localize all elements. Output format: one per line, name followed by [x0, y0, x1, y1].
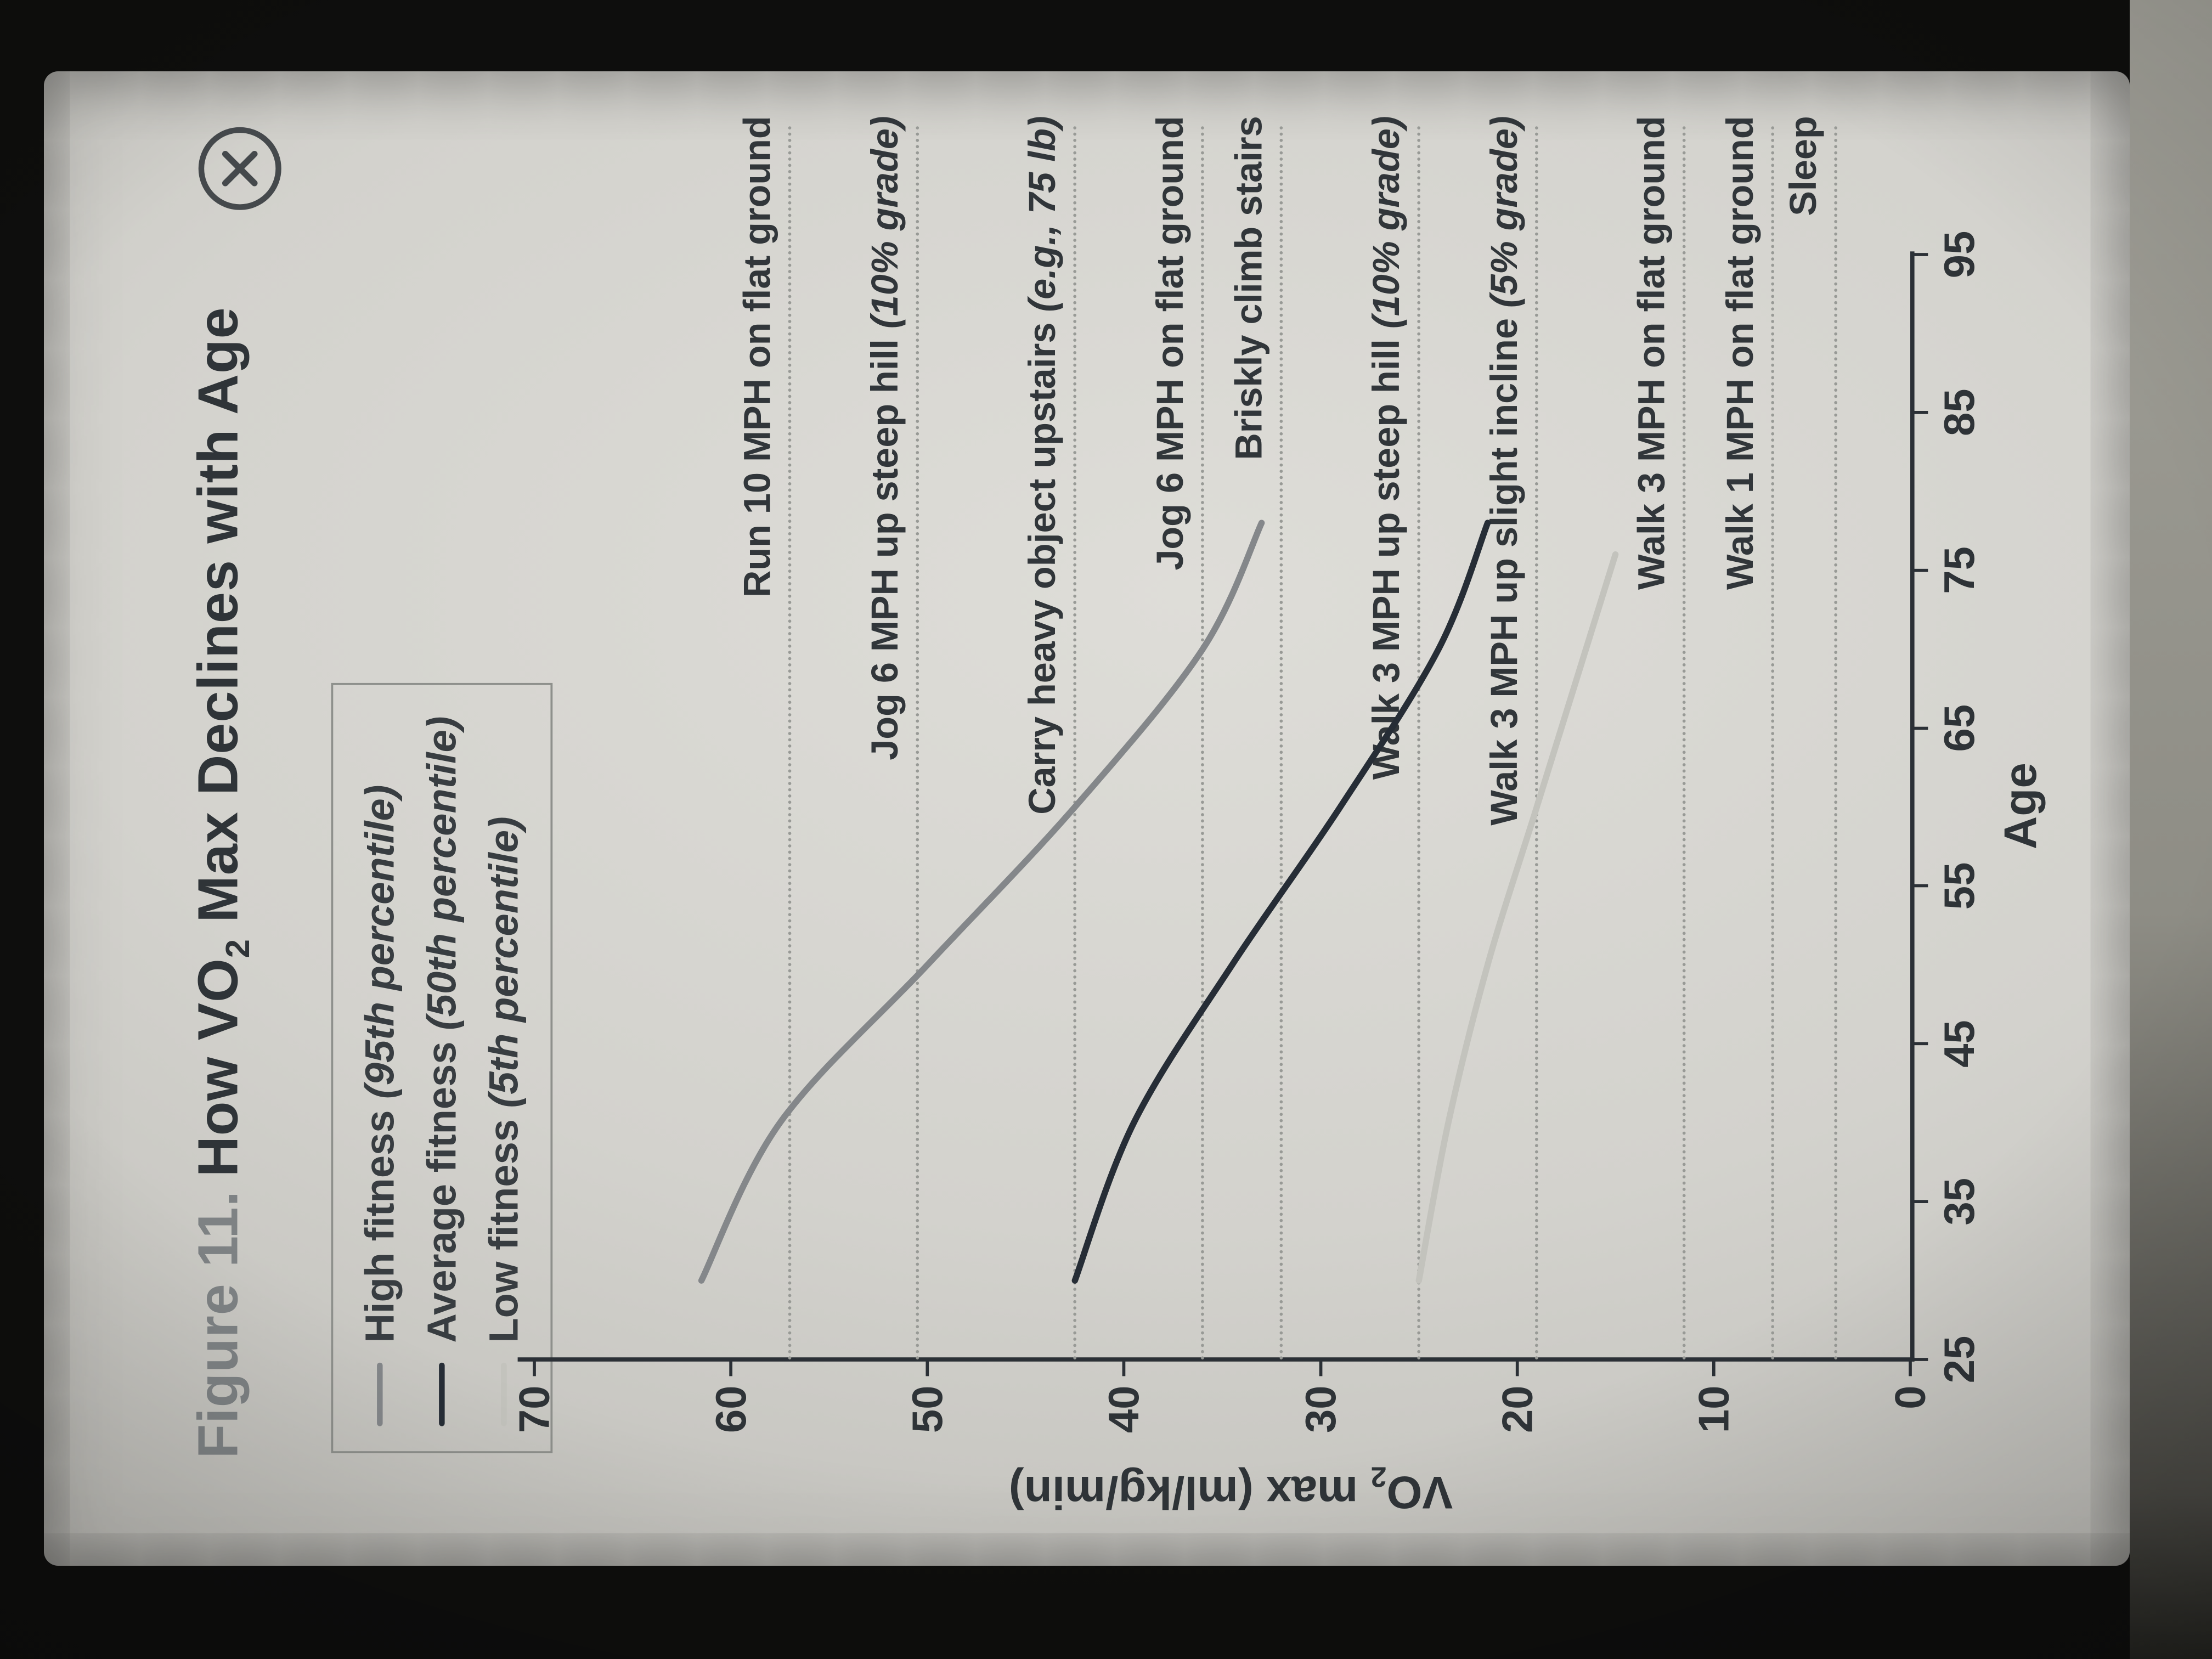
legend-label: Average fitness (50th percentile) — [419, 716, 465, 1343]
x-tick-label: 85 — [1936, 388, 1983, 437]
x-tick-label: 95 — [1936, 230, 1983, 279]
x-tick-label: 45 — [1936, 1020, 1983, 1068]
reference-line — [1073, 125, 1077, 1360]
figure-number: Figure 11. — [186, 1190, 250, 1459]
x-tick-label: 25 — [1936, 1335, 1983, 1384]
reference-line — [1201, 125, 1205, 1360]
x-tick-mark — [1912, 410, 1928, 414]
y-tick-label: 70 — [511, 1385, 558, 1434]
legend-line-swatch — [501, 1362, 507, 1426]
x-tick-mark — [1912, 1200, 1928, 1204]
x-tick-label: 35 — [1936, 1177, 1983, 1226]
x-tick-mark — [1912, 1042, 1928, 1046]
y-tick-mark — [926, 1359, 929, 1376]
y-tick-label: 60 — [707, 1385, 755, 1434]
figure-title-text: How VO2 Max Declines with Age — [186, 307, 257, 1177]
close-icon — [198, 127, 281, 210]
reference-line — [1417, 125, 1421, 1360]
figure-rotated-content: Figure 11.How VO2 Max Declines with Age … — [107, 88, 2087, 1547]
figure-title: Figure 11. How VO2 Max Declines with Age — [185, 307, 257, 1458]
reference-line-label: Carry heavy object upstairs (e.g., 75 lb… — [1022, 116, 1064, 815]
x-axis-title: Age — [1994, 763, 2046, 850]
legend-item: Average fitness (50th percentile) — [418, 716, 465, 1426]
x-tick-mark — [1912, 253, 1928, 256]
screen-edge — [2130, 0, 2212, 1659]
legend-item: Low fitness (5th percentile) — [480, 716, 527, 1426]
y-tick-mark — [1515, 1359, 1519, 1376]
x-tick-label: 75 — [1936, 546, 1983, 594]
y-tick-mark — [1712, 1359, 1716, 1376]
x-tick-mark — [1912, 568, 1928, 572]
reference-line — [1279, 125, 1283, 1360]
reference-line-label: Briskly climb stairs — [1228, 116, 1270, 460]
reference-line-label: Sleep — [1782, 116, 1824, 216]
reference-line-label: Walk 3 MPH up steep hill (10% grade) — [1365, 116, 1408, 780]
reference-line-label: Jog 6 MPH up steep hill (10% grade) — [864, 116, 906, 760]
legend-line-swatch — [439, 1362, 445, 1426]
legend-item: High fitness (95th percentile) — [356, 716, 403, 1426]
y-tick-mark — [1122, 1359, 1126, 1376]
y-tick-label: 30 — [1297, 1385, 1345, 1434]
reference-line — [916, 125, 919, 1360]
y-tick-mark — [729, 1359, 733, 1376]
y-tick-label: 50 — [904, 1385, 952, 1434]
y-axis-title: VO2 max (ml/kg/min) — [1008, 1460, 1453, 1519]
x-tick-mark — [1912, 726, 1928, 730]
y-tick-label: 10 — [1690, 1385, 1738, 1434]
reference-line — [1771, 125, 1775, 1360]
y-tick-mark — [1909, 1359, 1912, 1376]
x-tick-label: 55 — [1936, 862, 1983, 910]
reference-line-label: Walk 1 MPH on flat ground — [1719, 116, 1762, 590]
x-tick-mark — [1912, 1358, 1928, 1361]
close-button[interactable] — [196, 125, 284, 213]
reference-line — [1833, 125, 1837, 1360]
x-tick-label: 65 — [1936, 704, 1983, 752]
reference-line-label: Jog 6 MPH on flat ground — [1149, 116, 1192, 571]
reference-line — [1683, 125, 1686, 1360]
y-tick-label: 0 — [1887, 1385, 1934, 1409]
y-tick-mark — [533, 1359, 536, 1376]
y-tick-label: 20 — [1493, 1385, 1542, 1434]
y-axis-line — [517, 1357, 1915, 1362]
curve-high-fitness-95th-percentile — [698, 520, 1265, 1284]
chart-legend: High fitness (95th percentile) Average fi… — [331, 682, 553, 1453]
x-tick-mark — [1912, 884, 1928, 888]
y-tick-label: 40 — [1101, 1385, 1148, 1434]
reference-line-label: Run 10 MPH on flat ground — [736, 116, 778, 598]
reference-line — [1535, 125, 1539, 1360]
reference-line — [788, 125, 792, 1360]
x-axis-line — [1910, 251, 1915, 1362]
y-tick-mark — [1319, 1359, 1322, 1376]
reference-line-label: Walk 3 MPH up slight incline (5% grade) — [1483, 116, 1526, 826]
reference-line-label: Walk 3 MPH on flat ground — [1631, 116, 1673, 590]
legend-label: High fitness (95th percentile) — [357, 785, 403, 1343]
legend-label: Low fitness (5th percentile) — [481, 816, 527, 1343]
legend-line-swatch — [377, 1362, 383, 1426]
